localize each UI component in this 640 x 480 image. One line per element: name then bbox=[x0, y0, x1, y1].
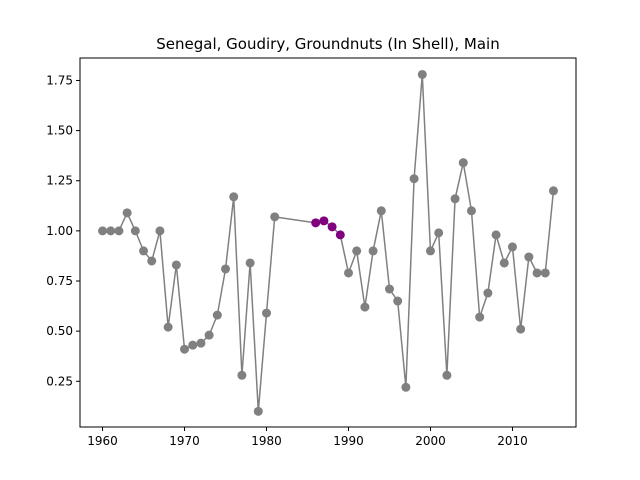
data-point bbox=[188, 340, 198, 350]
data-point bbox=[491, 230, 501, 240]
y-tick-label: 1.25 bbox=[46, 174, 73, 188]
data-point bbox=[204, 330, 214, 340]
data-point bbox=[409, 174, 419, 184]
data-point bbox=[466, 206, 476, 216]
data-point bbox=[524, 252, 534, 262]
data-point bbox=[393, 296, 403, 306]
data-point bbox=[417, 69, 427, 79]
data-point bbox=[442, 370, 452, 380]
data-point bbox=[180, 344, 190, 354]
y-axis: 0.25 0.50 0.75 1.00 1.25 1.50 1.75 bbox=[46, 73, 80, 388]
data-point bbox=[212, 310, 222, 320]
data-point bbox=[352, 246, 362, 256]
data-point bbox=[475, 312, 485, 322]
highlight-point bbox=[319, 216, 329, 226]
data-point bbox=[458, 158, 468, 168]
axes-frame bbox=[79, 57, 577, 428]
data-point bbox=[516, 324, 526, 334]
y-tick-label: 1.00 bbox=[46, 224, 73, 238]
data-point bbox=[384, 284, 394, 294]
y-tick-label: 0.50 bbox=[46, 324, 73, 338]
data-point bbox=[262, 308, 272, 318]
x-tick-label: 1990 bbox=[333, 434, 364, 448]
data-point bbox=[171, 260, 181, 270]
data-point bbox=[163, 322, 173, 332]
highlight-point bbox=[335, 230, 345, 240]
data-point bbox=[360, 302, 370, 312]
data-point bbox=[221, 264, 231, 274]
data-point bbox=[155, 226, 165, 236]
data-point bbox=[507, 242, 517, 252]
data-point bbox=[344, 268, 353, 278]
data-point bbox=[114, 226, 124, 236]
y-tick-label: 0.75 bbox=[46, 274, 73, 288]
data-point bbox=[548, 186, 558, 196]
data-point bbox=[98, 226, 108, 236]
highlight-point bbox=[311, 218, 321, 228]
x-tick-label: 1960 bbox=[87, 434, 118, 448]
data-point bbox=[499, 258, 509, 268]
chart-title: Senegal, Goudiry, Groundnuts (In Shell),… bbox=[156, 35, 499, 53]
data-point bbox=[270, 212, 280, 222]
x-tick-label: 2010 bbox=[497, 434, 528, 448]
data-point bbox=[237, 370, 247, 380]
data-point bbox=[376, 206, 386, 216]
data-point bbox=[196, 338, 206, 348]
data-point bbox=[229, 192, 239, 202]
x-tick-label: 2000 bbox=[415, 434, 446, 448]
x-tick-label: 1980 bbox=[251, 434, 282, 448]
data-point bbox=[483, 288, 493, 298]
data-point bbox=[425, 246, 435, 256]
data-point bbox=[253, 406, 263, 416]
data-point bbox=[139, 246, 149, 256]
y-tick-label: 1.75 bbox=[46, 73, 73, 87]
x-tick-label: 1970 bbox=[169, 434, 200, 448]
x-axis: 1960 1970 1980 1990 2000 2010 bbox=[87, 427, 528, 448]
y-tick-label: 1.50 bbox=[46, 124, 73, 138]
data-point bbox=[401, 382, 411, 392]
data-point bbox=[147, 256, 157, 266]
plot-area bbox=[98, 69, 558, 416]
y-tick-label: 0.25 bbox=[46, 374, 73, 388]
data-point bbox=[106, 226, 116, 236]
data-point bbox=[540, 268, 550, 278]
data-point bbox=[368, 246, 378, 256]
data-point bbox=[245, 258, 255, 268]
data-point bbox=[130, 226, 140, 236]
data-point bbox=[450, 194, 460, 204]
data-point bbox=[122, 208, 132, 218]
series-line bbox=[102, 74, 555, 412]
highlight-point bbox=[327, 222, 337, 232]
data-point bbox=[434, 228, 444, 238]
data-point bbox=[532, 268, 542, 278]
